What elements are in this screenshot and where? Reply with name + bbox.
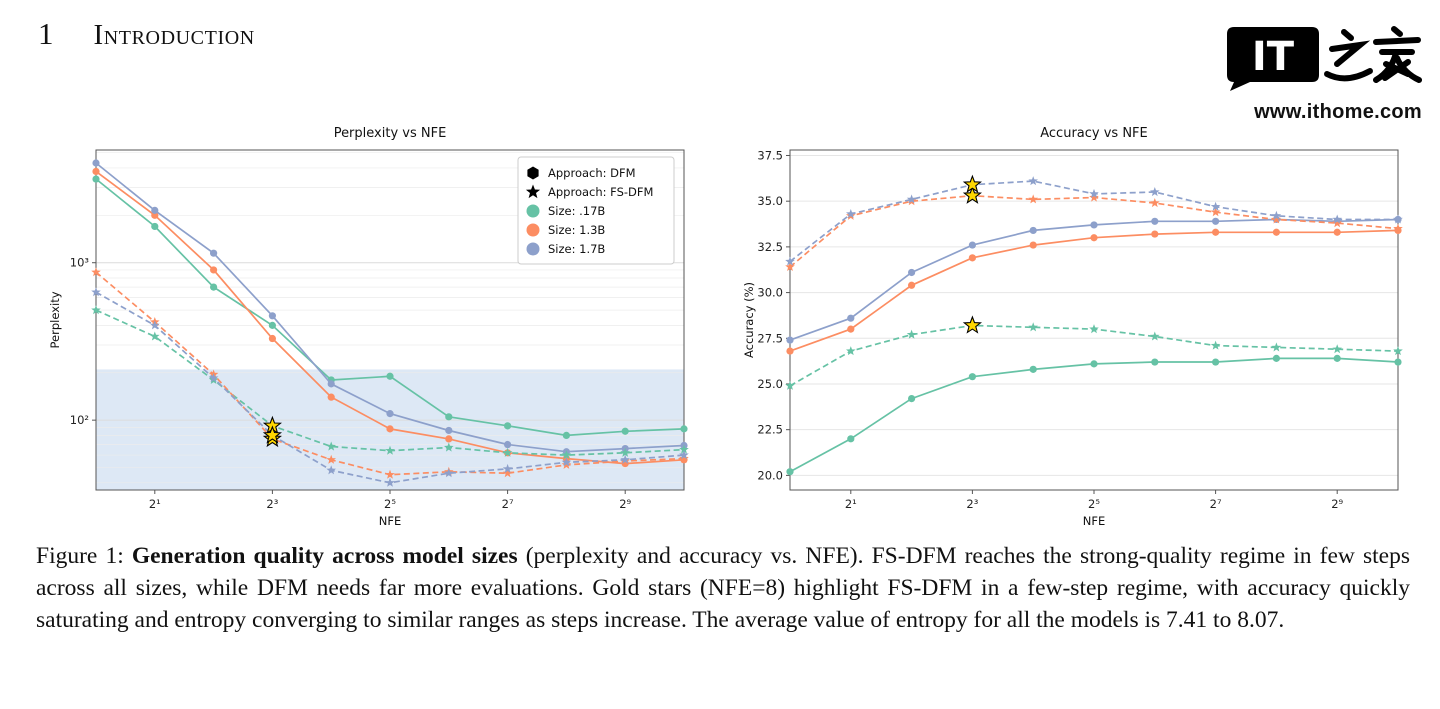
svg-text:2⁷: 2⁷ bbox=[1210, 497, 1222, 511]
section-number: 1 bbox=[38, 16, 54, 51]
svg-text:2⁹: 2⁹ bbox=[619, 497, 631, 511]
caption-bold-title: Generation quality across model sizes bbox=[131, 543, 518, 569]
section-title: Introduction bbox=[93, 19, 255, 51]
it-bubble-icon: IT bbox=[1227, 27, 1319, 91]
section-heading: 1 Introduction bbox=[38, 16, 255, 52]
svg-text:Size: 1.7B: Size: 1.7B bbox=[548, 242, 605, 256]
ithome-logo: IT www.ithome.com bbox=[1224, 26, 1422, 124]
caption-label: Figure 1: bbox=[36, 543, 132, 569]
svg-text:32.5: 32.5 bbox=[757, 240, 783, 254]
svg-text:35.0: 35.0 bbox=[757, 194, 783, 208]
svg-text:Perplexity: Perplexity bbox=[48, 291, 62, 348]
svg-text:NFE: NFE bbox=[379, 514, 401, 528]
svg-text:27.5: 27.5 bbox=[757, 331, 783, 345]
it-logo-text: IT bbox=[1252, 34, 1295, 80]
svg-text:2⁷: 2⁷ bbox=[502, 497, 514, 511]
svg-text:30.0: 30.0 bbox=[757, 286, 783, 300]
svg-text:2³: 2³ bbox=[266, 497, 278, 511]
svg-text:Size: .17B: Size: .17B bbox=[548, 204, 605, 218]
accuracy-chart: 2¹ 2³ 2⁵ 2⁷ 2⁹ 20.0 22.5 25.0 27.5 30.0 32.5 35.0 37… bbox=[742, 126, 1403, 528]
svg-text:2³: 2³ bbox=[966, 497, 978, 511]
svg-text:2⁵: 2⁵ bbox=[1088, 497, 1100, 511]
svg-text:Accuracy (%): Accuracy (%) bbox=[742, 282, 756, 358]
svg-text:22.5: 22.5 bbox=[757, 423, 783, 437]
ithome-logo-graphic: IT bbox=[1227, 26, 1422, 91]
svg-text:25.0: 25.0 bbox=[757, 377, 783, 391]
svg-text:NFE: NFE bbox=[1083, 514, 1105, 528]
svg-text:Size: 1.3B: Size: 1.3B bbox=[548, 223, 605, 237]
caption-body: (perplexity and accuracy vs. NFE). FS-DF… bbox=[36, 543, 1410, 634]
ithome-url: www.ithome.com bbox=[1254, 101, 1422, 123]
perplexity-chart: 2¹ 2³ 2⁵ 2⁷ 2⁹ 10² 10³ Perplexity vs NFE NFE Perp… bbox=[48, 126, 689, 528]
zhijia-glyph-icon bbox=[1324, 26, 1422, 83]
figure-caption: Figure 1: Generation quality across mode… bbox=[36, 540, 1410, 637]
svg-text:Accuracy vs NFE: Accuracy vs NFE bbox=[1040, 126, 1148, 141]
svg-text:2⁹: 2⁹ bbox=[1331, 497, 1343, 511]
svg-text:2¹: 2¹ bbox=[845, 497, 857, 511]
svg-text:37.5: 37.5 bbox=[757, 148, 783, 162]
figure-1: 2¹ 2³ 2⁵ 2⁷ 2⁹ 10² 10³ Perplexity vs NFE NFE Perp… bbox=[46, 122, 1410, 534]
svg-text:2⁵: 2⁵ bbox=[384, 497, 396, 511]
svg-text:Perplexity vs NFE: Perplexity vs NFE bbox=[334, 126, 447, 141]
svg-text:20.0: 20.0 bbox=[757, 468, 783, 482]
svg-text:Approach: DFM: Approach: DFM bbox=[548, 166, 636, 180]
svg-text:10²: 10² bbox=[70, 413, 89, 427]
svg-text:10³: 10³ bbox=[70, 256, 90, 270]
svg-text:Approach: FS-DFM: Approach: FS-DFM bbox=[548, 185, 653, 199]
svg-text:2¹: 2¹ bbox=[149, 497, 161, 511]
